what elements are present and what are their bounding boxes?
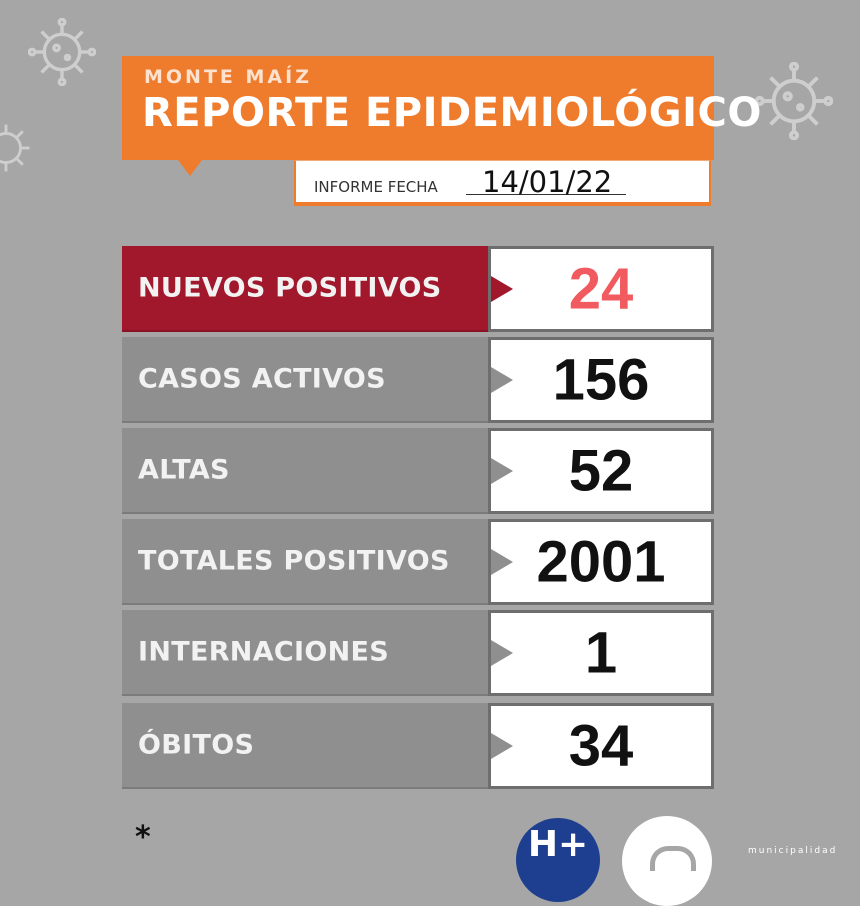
stat-row-altas: ALTAS 52 <box>122 428 714 514</box>
virus-icon <box>0 124 30 172</box>
stat-row-casos-activos: CASOS ACTIVOS 156 <box>122 337 714 423</box>
arrow-notch <box>491 458 513 484</box>
stat-label: CASOS ACTIVOS <box>138 363 386 395</box>
stat-row-obitos: ÓBITOS 34 <box>122 703 714 789</box>
report-header: MONTE MAÍZ REPORTE EPIDEMIOLÓGICO <box>122 56 761 160</box>
arrow-notch <box>491 549 513 575</box>
virus-icon <box>28 18 96 86</box>
h-plus-logo-text: H+ <box>527 824 589 865</box>
stat-label: INTERNACIONES <box>138 636 389 668</box>
stat-value-box: 2001 <box>488 519 714 605</box>
municipalidad-text: municipalidad <box>748 846 838 856</box>
header-pointer <box>178 160 202 176</box>
stat-label: ALTAS <box>138 454 230 486</box>
report-date-value: 14/01/22 <box>482 165 613 199</box>
municipalidad-logo <box>622 816 712 906</box>
municipalidad-logo-mark <box>650 846 696 871</box>
arrow-notch <box>491 367 513 393</box>
stat-label-panel: ALTAS <box>122 428 514 514</box>
stat-value-box: 52 <box>488 428 714 514</box>
stat-value-box: 34 <box>488 703 714 789</box>
virus-icon <box>755 62 833 140</box>
stat-label: NUEVOS POSITIVOS <box>138 272 442 304</box>
report-date-box: INFORME FECHA 14/01/22 <box>294 160 711 206</box>
arrow-notch <box>491 276 513 302</box>
stat-value: 34 <box>568 713 634 779</box>
city-name: MONTE MAÍZ <box>144 66 312 88</box>
stat-value: 2001 <box>536 529 666 595</box>
stat-label-panel: INTERNACIONES <box>122 610 514 696</box>
h-plus-logo: H+ <box>516 818 600 902</box>
stat-value: 156 <box>552 347 650 413</box>
stat-value: 1 <box>584 620 618 686</box>
stat-value-box: 156 <box>488 337 714 423</box>
stat-value-box: 1 <box>488 610 714 696</box>
stat-label: ÓBITOS <box>138 729 255 761</box>
arrow-notch <box>491 733 513 759</box>
stat-value-box: 24 <box>488 246 714 332</box>
arrow-notch <box>491 640 513 666</box>
report-date-label: INFORME FECHA <box>314 178 438 196</box>
stat-row-totales-positivos: TOTALES POSITIVOS 2001 <box>122 519 714 605</box>
stat-label: TOTALES POSITIVOS <box>138 545 450 577</box>
stat-value: 24 <box>568 256 634 322</box>
footnote-asterisk: * <box>135 820 151 855</box>
report-date-underline <box>466 194 626 195</box>
stat-row-nuevos-positivos: NUEVOS POSITIVOS 24 <box>122 246 714 332</box>
stat-label-panel: ÓBITOS <box>122 703 514 789</box>
stat-value: 52 <box>568 438 634 504</box>
stat-row-internaciones: INTERNACIONES 1 <box>122 610 714 696</box>
stat-label-panel: NUEVOS POSITIVOS <box>122 246 514 332</box>
report-title: REPORTE EPIDEMIOLÓGICO <box>142 90 762 136</box>
stat-label-panel: CASOS ACTIVOS <box>122 337 514 423</box>
stat-label-panel: TOTALES POSITIVOS <box>122 519 514 605</box>
